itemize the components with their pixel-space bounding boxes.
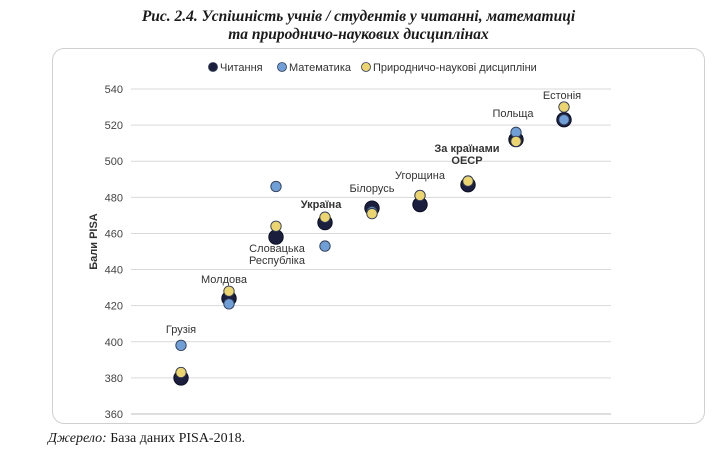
legend-marker [361, 62, 371, 72]
legend-item: Природничо-наукові дисципліни [361, 62, 537, 74]
category-label: Молдова [201, 274, 248, 286]
data-point-math [319, 240, 331, 252]
category-label: Білорусь [350, 183, 395, 195]
legend-marker [277, 62, 287, 72]
data-point-science [510, 135, 522, 148]
figure-title-line-1: Рис. 2.4. Успішність учнів / студентів у… [141, 8, 576, 25]
data-point-science [270, 220, 282, 232]
legend-item: Математика [277, 62, 352, 74]
legend-item: Читання [208, 62, 263, 74]
source-note: Джерело: База даних PISA-2018. [48, 431, 245, 447]
data-point-science [319, 211, 331, 223]
data-point-science [223, 285, 235, 297]
y-tick-label: 400 [105, 337, 123, 349]
legend-marker [208, 62, 218, 72]
category-label: Польща [492, 108, 534, 120]
legend-label: Читання [220, 62, 263, 74]
data-point-science [462, 175, 474, 187]
chart-frame [52, 48, 705, 424]
figure-title-line-2: та природничо-наукових дисциплінах [228, 26, 489, 43]
data-point-math [223, 298, 235, 310]
category-label: Словацька [249, 243, 306, 255]
y-tick-label: 360 [105, 409, 123, 421]
data-point-math [558, 114, 570, 126]
figure-title: Рис. 2.4. Успішність учнів / студентів у… [0, 8, 717, 44]
y-tick-label: 440 [105, 265, 123, 277]
y-axis-label: Бали PISA [88, 213, 100, 270]
data-point-science [175, 366, 187, 379]
category-label: ОЕСР [451, 155, 482, 167]
category-label: За країнами [434, 143, 499, 155]
legend-label: Природничо-наукові дисципліни [373, 62, 537, 74]
data-point-science [558, 101, 570, 113]
y-tick-label: 500 [105, 156, 123, 168]
y-tick-label: 520 [105, 120, 123, 132]
y-tick-label: 420 [105, 301, 123, 313]
source-label: Джерело: [48, 431, 107, 446]
category-label: Україна [301, 199, 343, 211]
y-tick-label: 460 [105, 228, 123, 240]
y-tick-label: 480 [105, 192, 123, 204]
y-tick-label: 540 [105, 84, 123, 96]
data-point-science [414, 189, 426, 202]
data-point-math [175, 339, 187, 352]
data-point-science [366, 207, 378, 220]
category-label: Естонія [543, 90, 581, 102]
category-label: Грузія [166, 324, 196, 336]
legend-label: Математика [289, 62, 352, 74]
data-point-math [270, 180, 282, 193]
y-tick-label: 380 [105, 373, 123, 385]
category-label: Угорщина [395, 170, 446, 182]
category-label: Республіка [249, 255, 306, 267]
source-text: База даних PISA-2018. [106, 431, 246, 446]
